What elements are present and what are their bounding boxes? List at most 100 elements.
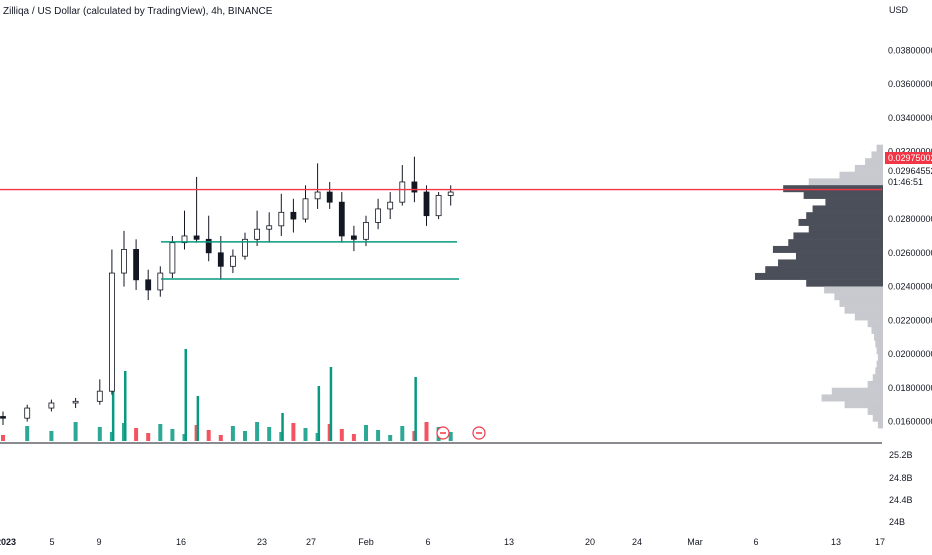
profile-bar-36 [831,387,883,395]
price-tick-9: 0.01800000 [888,383,932,393]
time-tick-3: 16 [176,537,186,547]
candle-body [254,228,261,240]
time-axis[interactable]: 2023 5 9 16 23 27 Feb 6 13 20 24 Mar 6 13 17 [0,537,885,547]
candle-body [423,191,430,217]
countdown-label: 01:46:51 [888,177,923,187]
candle-26 [363,215,369,247]
profile-bar-22 [834,293,883,301]
volume-bar-18 [267,427,272,441]
profile-bar-9 [812,205,883,213]
resistance-price-badge-bg [885,152,932,164]
volume-bar-3 [73,422,78,441]
event-marker-2[interactable] [472,426,486,440]
volume-bar-15 [230,426,235,441]
resistance-price-badge: 0.02975002 [888,153,932,163]
candle-body [0,416,6,419]
profile-bar-6 [783,185,883,193]
price-tick-7: 0.02200000 [888,315,932,325]
volume-bar-31 [424,422,429,441]
volume-profile [755,144,883,429]
volume-axis[interactable]: 25.2B 24.8B 24.4B 24B [889,450,913,527]
volume-bar-21 [303,428,308,441]
profile-bar-18 [765,266,883,274]
candle-body [181,235,188,244]
candlesticks [0,156,454,425]
time-tick-7: 6 [425,537,430,547]
candle-0 [0,411,6,425]
volume-spike-4 [281,413,284,441]
candle-body [326,191,333,203]
event-marker-1[interactable] [436,426,450,440]
candle-7 [133,239,140,290]
volume-spike-3 [196,396,200,441]
volume-spike-6 [329,367,333,441]
time-tick-0: 2023 [0,537,16,547]
candle-body [24,407,31,419]
candle-15 [229,249,236,274]
candle-13 [205,215,212,262]
profile-bar-10 [806,212,883,220]
volume-spike-0 [111,379,115,441]
candle-body [229,255,236,267]
volume-tick-3: 24B [889,517,905,527]
volume-tick-1: 24.8B [889,473,913,483]
volume-tick-2: 24.4B [889,495,913,505]
candle-5 [109,249,115,395]
price-tick-10: 0.01600000 [888,417,932,427]
profile-bar-35 [867,380,883,388]
profile-bar-5 [808,178,883,186]
price-badges: 0.02975002 0.02964552 01:46:51 [885,152,932,187]
candle-27 [375,198,382,230]
profile-bar-16 [795,252,883,260]
volume-bar-25 [351,434,356,441]
time-tick-4: 23 [257,537,267,547]
time-tick-9: 20 [585,537,595,547]
candle-29 [399,165,406,206]
candle-body [242,238,248,257]
candle-body [217,252,224,267]
volume-spike-2 [184,349,187,441]
volume-tick-0: 25.2B [889,450,913,460]
volume-bar-13 [206,430,211,441]
time-tick-5: 27 [306,537,316,547]
volume-bar-24 [339,429,344,441]
volume-bar-20 [291,423,296,441]
profile-bar-1 [871,151,883,159]
candle-body [387,201,394,210]
candle-body [157,272,164,291]
profile-bar-29 [875,340,883,348]
event-markers[interactable] [436,426,486,440]
candle-20 [290,198,297,233]
candle-8 [145,269,152,301]
candle-body [96,390,103,402]
profile-bar-40 [872,414,883,422]
profile-bar-30 [876,347,883,355]
candle-1 [24,404,31,422]
candle-body [363,222,369,240]
time-tick-8: 13 [504,537,514,547]
price-axis[interactable]: 0.03800000 0.03600000 0.03400000 0.03200000… [888,45,932,426]
profile-bar-19 [755,272,883,280]
volume-bar-2 [49,431,54,441]
candle-24 [338,192,345,243]
profile-bar-20 [806,279,883,287]
last-price-label: 0.02964552 [888,166,932,176]
profile-bar-17 [778,259,883,267]
candle-2 [48,399,55,412]
candle-17 [254,210,261,247]
candle-body [145,279,152,291]
candle-body [169,242,176,274]
profile-bar-26 [867,320,883,328]
candle-body [121,249,127,274]
time-tick-13: 13 [831,537,841,547]
profile-bar-32 [876,360,883,368]
price-tick-2: 0.03400000 [888,113,932,123]
time-tick-11: Mar [687,537,703,547]
currency-label: USD [889,5,909,15]
horizontal-levels[interactable] [0,188,882,280]
volume-bar-4 [97,427,102,441]
candle-11 [181,210,188,250]
candle-body [278,211,285,227]
